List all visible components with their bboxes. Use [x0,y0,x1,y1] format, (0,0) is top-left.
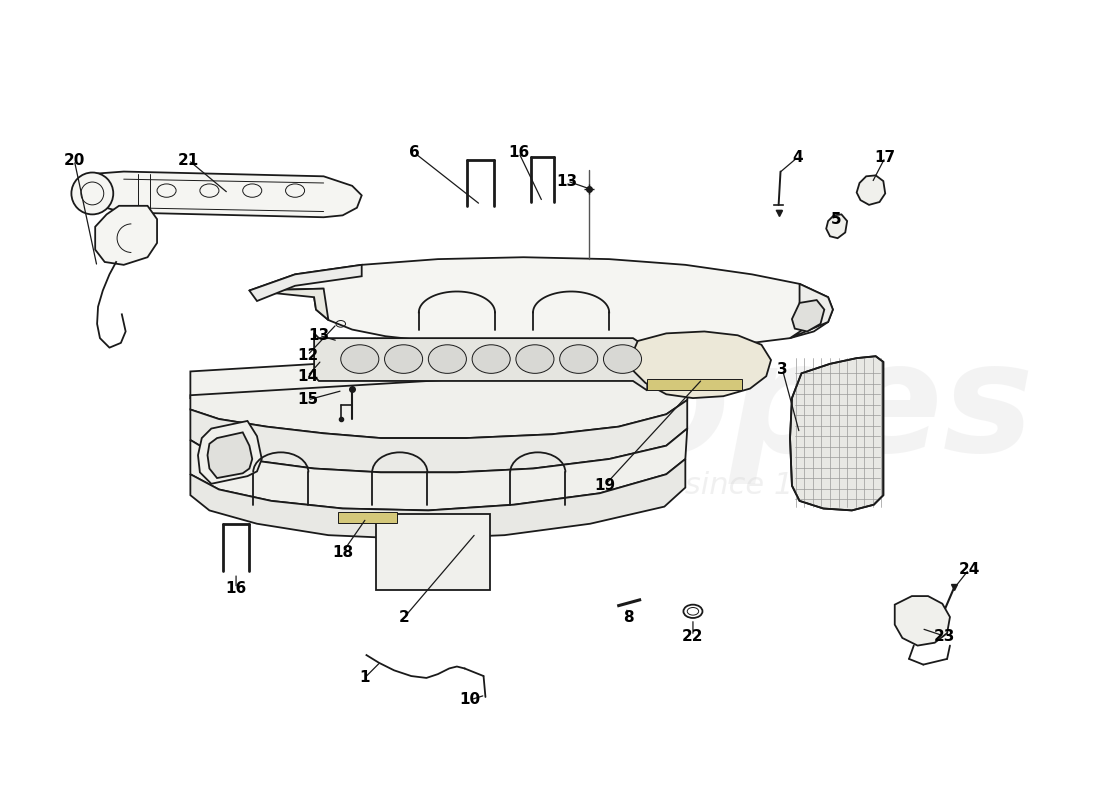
Text: 1: 1 [360,670,370,686]
Text: 18: 18 [332,545,353,560]
Bar [376,514,491,590]
Polygon shape [826,214,847,238]
Polygon shape [790,356,883,510]
Polygon shape [250,289,329,320]
Text: 12: 12 [297,348,318,362]
Bar [338,512,397,522]
Text: 16: 16 [226,581,246,596]
Text: 15: 15 [297,393,318,407]
Text: 19: 19 [594,478,615,493]
Text: 4: 4 [792,150,803,165]
Polygon shape [190,343,667,398]
Text: 20: 20 [64,153,85,168]
Ellipse shape [516,345,554,374]
Text: 23: 23 [934,629,955,643]
Text: 8: 8 [623,610,634,625]
Polygon shape [894,596,950,646]
Polygon shape [208,432,252,478]
Polygon shape [315,334,647,390]
Text: 13: 13 [557,174,578,189]
Ellipse shape [472,345,510,374]
Ellipse shape [341,345,378,374]
Text: 5: 5 [830,212,842,226]
Text: 2: 2 [399,610,410,625]
Text: 22: 22 [682,629,704,643]
Polygon shape [250,265,362,301]
Text: 16: 16 [508,145,529,160]
Ellipse shape [560,345,597,374]
Polygon shape [78,171,362,218]
Ellipse shape [385,345,422,374]
Polygon shape [632,331,771,398]
Ellipse shape [428,345,466,374]
Polygon shape [190,366,690,438]
Polygon shape [190,400,688,472]
Polygon shape [792,300,824,331]
Polygon shape [857,175,886,205]
Polygon shape [96,206,157,265]
Text: 6: 6 [409,145,419,160]
Polygon shape [198,421,262,484]
Polygon shape [190,459,685,539]
Text: 10: 10 [460,692,481,707]
Text: 21: 21 [178,153,199,168]
Text: 17: 17 [874,150,895,165]
Text: 13: 13 [308,328,329,342]
Polygon shape [790,284,833,338]
Text: 3: 3 [777,362,788,377]
Ellipse shape [604,345,641,374]
Bar [647,379,742,390]
Text: 24: 24 [958,562,980,577]
Text: europes: europes [337,335,1034,484]
Text: a passion for cars since 1985: a passion for cars since 1985 [405,471,851,500]
Polygon shape [190,429,688,510]
Circle shape [72,173,113,214]
Text: 14: 14 [297,369,318,384]
Polygon shape [250,258,833,349]
